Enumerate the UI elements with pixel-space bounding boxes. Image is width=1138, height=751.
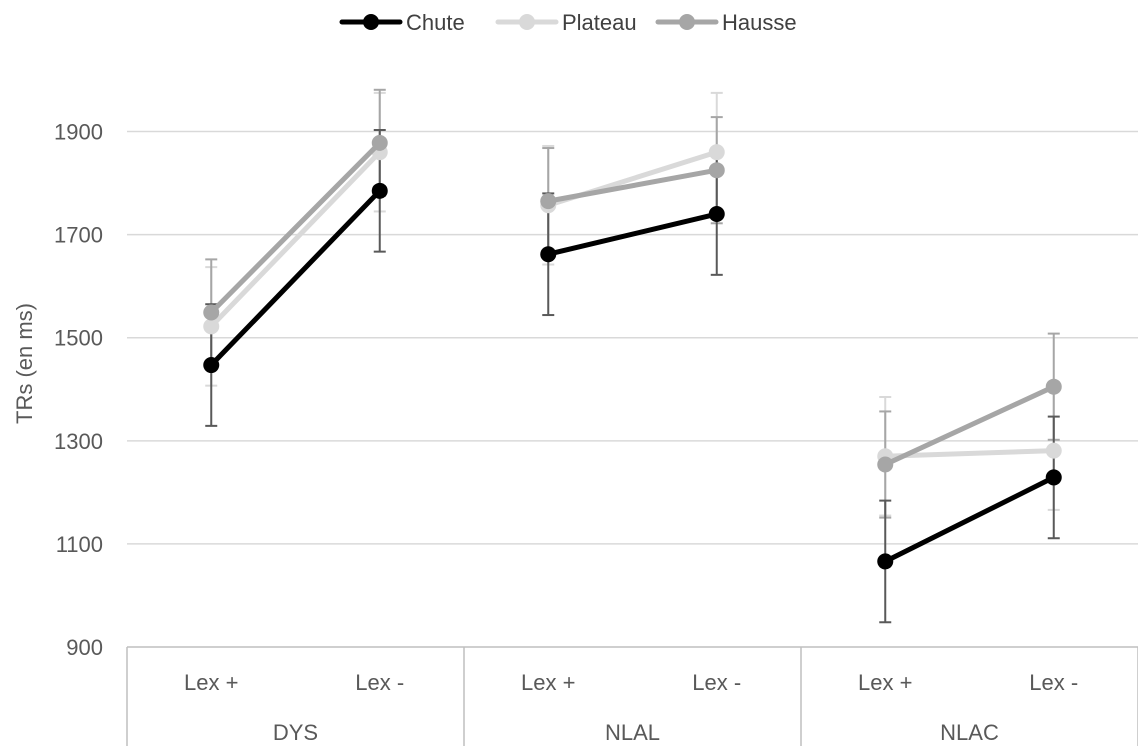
series-line-plateau: [882, 448, 1057, 459]
data-point-chute: [203, 357, 220, 374]
x-tick-label: Lex +: [184, 670, 238, 695]
data-point-hausse: [877, 456, 894, 473]
y-tick-label: 1100: [56, 532, 103, 557]
y-tick-label: 900: [66, 635, 103, 660]
series-line-hausse: [882, 384, 1057, 468]
legend-marker: [519, 14, 535, 30]
series-line-chute: [882, 474, 1057, 564]
y-tick-label: 1900: [54, 120, 103, 145]
x-tick-label: Lex -: [355, 670, 404, 695]
legend-label: Chute: [406, 10, 465, 35]
y-tick-label: 1700: [54, 223, 103, 248]
group-label: NLAL: [605, 720, 660, 745]
series-line-chute: [545, 211, 720, 257]
data-point-hausse: [203, 304, 220, 321]
y-tick-label: 1500: [54, 326, 103, 351]
legend-label: Hausse: [722, 10, 797, 35]
legend-marker: [363, 14, 379, 30]
y-tick-label: 1300: [54, 429, 103, 454]
series-line-hausse: [545, 167, 720, 204]
x-tick-label: Lex +: [521, 670, 575, 695]
series-line-hausse: [208, 140, 383, 315]
data-point-chute: [1045, 469, 1062, 486]
data-point-hausse: [708, 162, 725, 179]
data-point-plateau: [203, 318, 220, 335]
legend-label: Plateau: [562, 10, 637, 35]
group-label: NLAC: [940, 720, 999, 745]
x-tick-label: Lex -: [1029, 670, 1078, 695]
y-axis-title: TRs (en ms): [12, 303, 37, 424]
series-line-chute: [208, 188, 383, 368]
x-tick-label: Lex -: [692, 670, 741, 695]
series-line-plateau: [208, 149, 383, 329]
data-point-chute: [371, 182, 388, 199]
data-point-chute: [877, 553, 894, 570]
legend-marker: [679, 14, 695, 30]
data-point-chute: [708, 206, 725, 223]
data-point-plateau: [1045, 442, 1062, 459]
data-point-hausse: [371, 134, 388, 151]
data-point-plateau: [708, 144, 725, 161]
data-point-chute: [540, 246, 557, 263]
data-point-hausse: [540, 193, 557, 210]
x-tick-label: Lex +: [858, 670, 912, 695]
group-label: DYS: [273, 720, 318, 745]
data-point-hausse: [1045, 378, 1062, 395]
